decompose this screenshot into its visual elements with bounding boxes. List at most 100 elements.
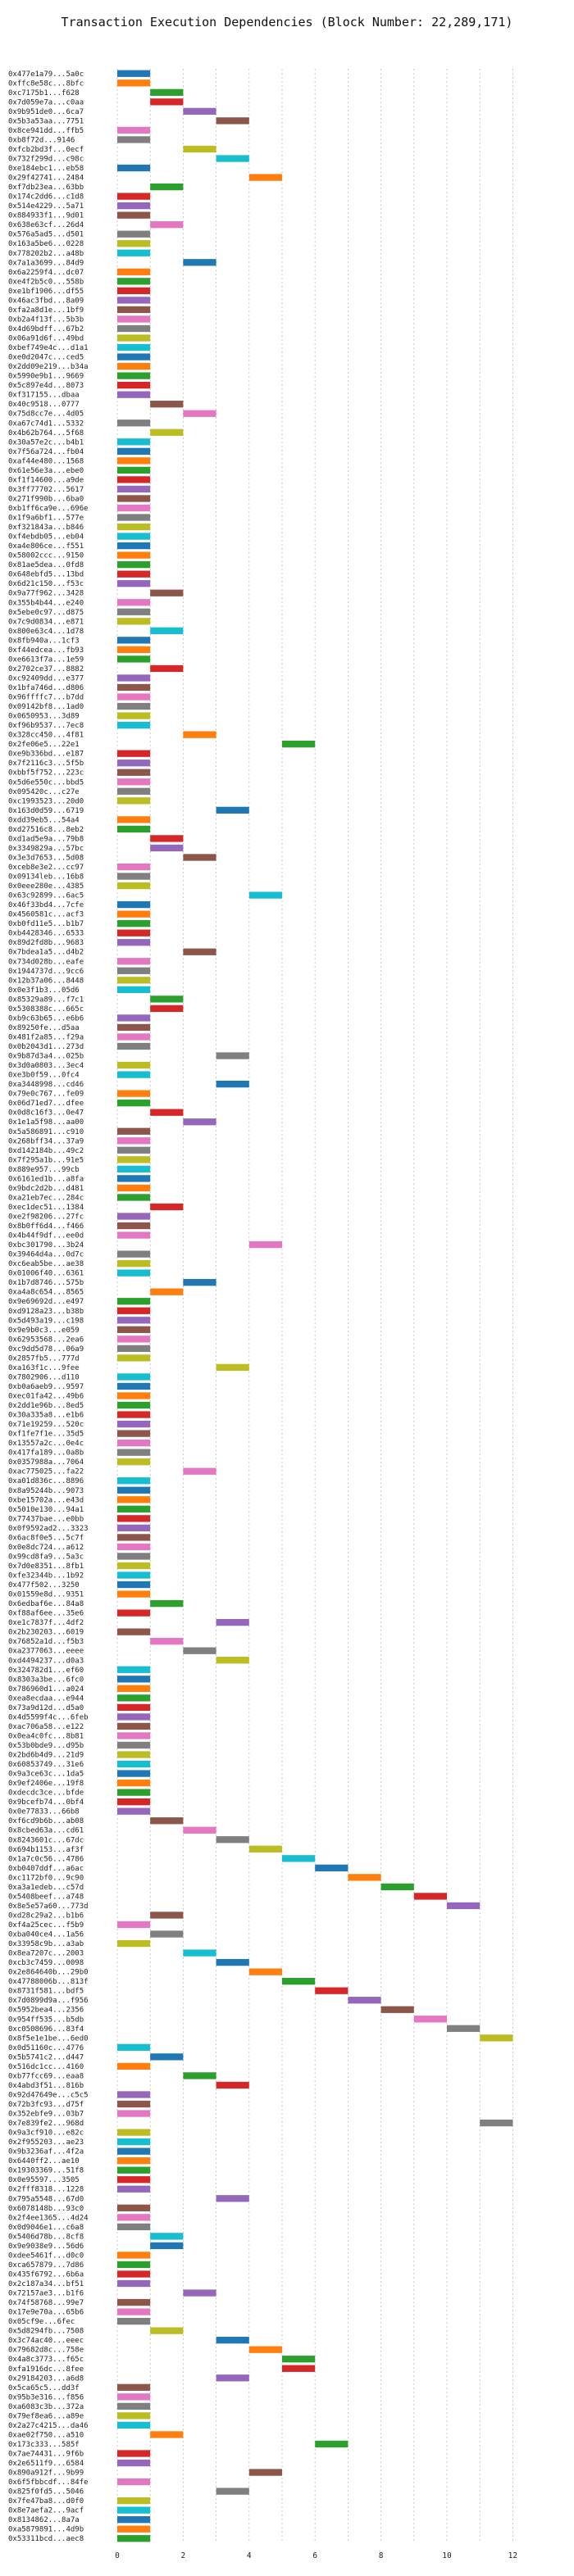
- execution-bar: [117, 2393, 151, 2401]
- execution-bar: [117, 1213, 151, 1220]
- execution-bar: [117, 79, 151, 87]
- execution-bar: [117, 2516, 151, 2524]
- execution-bar: [216, 1080, 249, 1088]
- execution-bar: [183, 2072, 216, 2079]
- transaction-label: 0x95b3e316...f856: [8, 2393, 84, 2401]
- execution-bar: [150, 664, 184, 673]
- transaction-label: 0x5d6e550c...bbd5: [8, 778, 84, 787]
- execution-bar: [117, 1127, 151, 1135]
- execution-bar: [150, 2431, 184, 2438]
- execution-bar: [117, 485, 151, 493]
- execution-bar: [117, 1685, 151, 1692]
- execution-bar: [117, 1231, 151, 1239]
- execution-bar: [183, 259, 216, 266]
- transaction-label: 0x9b951de0...6ca7: [8, 108, 84, 116]
- execution-bar: [117, 1411, 151, 1418]
- transaction-label: 0x1b7d8746...575b: [8, 1279, 84, 1287]
- transaction-label: 0x163a5be6...0228: [8, 240, 84, 248]
- transaction-label: 0x2b230203...6019: [8, 1629, 84, 1637]
- transaction-label: 0x732f299d...c98c: [8, 156, 84, 164]
- x-tick-label: 6: [312, 2551, 317, 2560]
- execution-bar: [216, 806, 249, 814]
- transaction-label: 0x5b5741c2...d447: [8, 2053, 84, 2061]
- execution-bar: [117, 447, 151, 455]
- transaction-label: 0xc6eab5be...ae38: [8, 1260, 84, 1268]
- execution-bar: [117, 457, 151, 465]
- transaction-label: 0x8e7aefa2...9acf: [8, 2507, 84, 2515]
- transaction-label: 0x1944737d...9cc6: [8, 968, 84, 976]
- execution-bar: [183, 948, 216, 955]
- execution-bar: [117, 1798, 151, 1806]
- transaction-label: 0x5406d78b...8cf8: [8, 2233, 84, 2241]
- transaction-label: 0x481f2a85...f29a: [8, 1033, 84, 1041]
- transaction-label: 0x0d51160c...4776: [8, 2044, 84, 2052]
- chart-title: Transaction Execution Dependencies (Bloc…: [61, 15, 513, 29]
- execution-bar: [117, 514, 151, 521]
- transaction-label: 0x825f0fd5...5046: [8, 2488, 84, 2497]
- transaction-label: 0xe0d2047c...ced5: [8, 354, 84, 362]
- transaction-label: 0x6161ed1b...a8fa: [8, 1175, 84, 1183]
- transaction-label: 0x73a9d12d...d5a0: [8, 1704, 84, 1712]
- transaction-label: 0x92d47649e...c5c5: [8, 2091, 89, 2099]
- execution-bar: [183, 2289, 216, 2297]
- execution-bar: [117, 2383, 151, 2391]
- transaction-label: 0x75d8cc7e...4d05: [8, 410, 84, 419]
- transaction-label: 0x7d0e8351...8fb1: [8, 1562, 84, 1571]
- transaction-label: 0xb9c63b65...e6b6: [8, 1014, 84, 1023]
- transaction-label: 0xf4ebdb05...eb04: [8, 533, 84, 542]
- transaction-label: 0x0d8c16f3...0e47: [8, 1109, 84, 1118]
- execution-bar: [117, 778, 151, 786]
- transaction-label: 0x2fff8318...1228: [8, 2186, 84, 2194]
- transaction-label: 0x9a77f962...3428: [8, 590, 84, 598]
- transaction-label: 0x9a3ce63c...1da5: [8, 1771, 84, 1779]
- transaction-label: 0x9ef2406e...19f8: [8, 1780, 84, 1788]
- execution-bar: [117, 1336, 151, 1343]
- transaction-label: 0x7e839fe2...968d: [8, 2120, 84, 2128]
- execution-bar: [282, 741, 316, 748]
- transaction-label: 0x77437bae...e0bb: [8, 1515, 84, 1523]
- execution-bar: [216, 2195, 249, 2202]
- execution-bar: [117, 2459, 151, 2467]
- transaction-label: 0x435f6792...6b6a: [8, 2270, 84, 2279]
- transaction-label: 0x6ac8f0e5...5c7f: [8, 1534, 84, 1542]
- transaction-label: 0x884933f1...9d01: [8, 212, 84, 220]
- transaction-label: 0xa01d836c...8896: [8, 1477, 84, 1485]
- transaction-label: 0x3349829a...57bc: [8, 845, 84, 853]
- execution-bar: [380, 2006, 414, 2013]
- transaction-label: 0x173c333...585f: [8, 2441, 80, 2449]
- execution-bar: [117, 297, 151, 304]
- transaction-label: 0x6440ff2...ae10: [8, 2157, 80, 2166]
- transaction-label: 0xf6cd9b6b...ab08: [8, 1817, 84, 1825]
- transaction-label: 0x4b44f9df...ee0d: [8, 1232, 84, 1240]
- transaction-label: 0x06a91d6f...49bd: [8, 335, 84, 343]
- execution-bar: [117, 570, 151, 578]
- transaction-label: 0x46f33bd4...7cfe: [8, 901, 84, 909]
- execution-bar: [480, 2034, 513, 2042]
- execution-bar: [216, 1836, 249, 1844]
- transaction-label: 0x795a5548...67d0: [8, 2195, 84, 2203]
- transaction-label: 0x2dd09e219...b34a: [8, 363, 89, 371]
- execution-bar: [150, 183, 184, 191]
- execution-bar: [216, 1618, 249, 1626]
- execution-bar: [117, 986, 151, 994]
- execution-bar: [117, 1222, 151, 1230]
- execution-bar: [117, 1505, 151, 1512]
- execution-bar: [380, 1883, 414, 1891]
- execution-bar: [150, 88, 184, 96]
- transaction-label: 0x0e95597...3505: [8, 2176, 80, 2184]
- execution-bar: [117, 1921, 151, 1929]
- execution-bar: [117, 1090, 151, 1097]
- transaction-label: 0xf88af6ee...35e6: [8, 1610, 84, 1618]
- transaction-label: 0xd28c29a2...b1b6: [8, 1912, 84, 1920]
- execution-bar: [117, 2138, 151, 2146]
- execution-bar: [248, 891, 282, 899]
- execution-bar: [150, 2233, 184, 2240]
- transaction-label: 0x33958c9b...a3ab: [8, 1940, 84, 1948]
- transaction-label: 0x8cbed63a...cd61: [8, 1827, 84, 1835]
- execution-bar: [117, 1628, 151, 1635]
- transaction-label: 0x6f5fbbcdf...84fe: [8, 2478, 89, 2487]
- transaction-label: 0xc1993523...20d0: [8, 797, 84, 805]
- transaction-label: 0x6d21c150...f53c: [8, 580, 84, 588]
- transaction-label: 0x62953568...2ea6: [8, 1336, 84, 1344]
- execution-bar: [117, 674, 151, 682]
